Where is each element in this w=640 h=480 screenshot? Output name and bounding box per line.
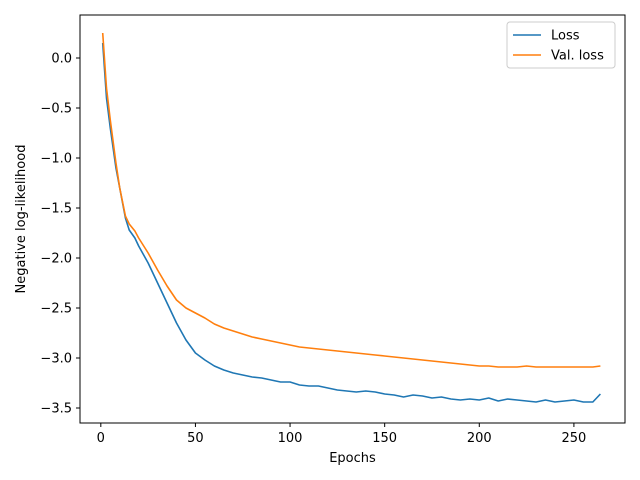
legend-box	[506, 21, 616, 69]
x-axis-ticks: 0 50 100 150 200 250	[97, 423, 586, 446]
y-tick-label: −1.0	[40, 152, 72, 167]
plot-frame	[79, 14, 626, 424]
y-tick-label: −2.5	[40, 302, 72, 317]
y-tick-label: −1.5	[40, 202, 72, 217]
legend-label-0: Loss	[551, 29, 580, 44]
x-tick-label: 50	[187, 431, 204, 446]
y-axis-label: Negative log-likelihood	[14, 145, 29, 294]
x-tick-label: 0	[97, 431, 105, 446]
x-tick-label: 150	[372, 431, 397, 446]
legend-label-1: Val. loss	[551, 49, 604, 64]
y-tick-label: −2.0	[40, 252, 72, 267]
x-tick-label: 200	[467, 431, 492, 446]
series-line-1	[101, 32, 601, 368]
series-line-0	[101, 42, 601, 403]
y-tick-label: −3.5	[40, 402, 72, 417]
y-tick-label: 0.0	[51, 52, 72, 67]
y-tick-label: −0.5	[40, 102, 72, 117]
y-axis-ticks: 0.0 −0.5 −1.0 −1.5 −2.0 −2.5 −3.0 −3.5	[40, 52, 80, 417]
x-axis-label: Epochs	[329, 451, 376, 466]
y-tick-label: −3.0	[40, 352, 72, 367]
x-tick-label: 250	[561, 431, 586, 446]
x-tick-label: 100	[278, 431, 303, 446]
legend: Loss Val. loss	[506, 21, 616, 69]
series-layer	[101, 32, 601, 403]
